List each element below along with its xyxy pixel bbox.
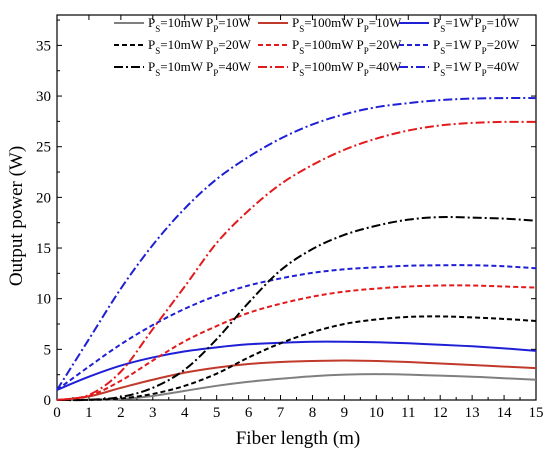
series-line-3	[56, 340, 537, 391]
x-tick-label: 12	[433, 405, 448, 421]
series-line-1	[56, 373, 537, 402]
series-line-7	[56, 216, 537, 402]
x-tick-label: 4	[181, 405, 189, 421]
legend: PS=10mW PP=10W PS=100mW PP=10W PS=1W PP=10…	[114, 15, 520, 78]
x-tick-label: 7	[277, 405, 285, 421]
series-line-6	[56, 264, 537, 391]
x-tick-label: 10	[369, 405, 384, 421]
x-tick-label: 11	[401, 405, 415, 421]
legend-label-9: PS=1W PP=40W	[433, 59, 520, 78]
series-line-2	[56, 359, 537, 401]
legend-label-3: PS=1W PP=10W	[433, 15, 520, 34]
x-tick-label: 8	[309, 405, 317, 421]
x-tick-label: 5	[213, 405, 221, 421]
y-tick-label: 5	[44, 342, 52, 358]
x-tick-label: 0	[53, 405, 61, 421]
series-line-8	[56, 120, 537, 401]
legend-label-1: PS=10mW PP=10W	[148, 15, 252, 34]
legend-label-5: PS=100mW PP=20W	[292, 37, 402, 56]
y-tick-label: 0	[44, 393, 52, 409]
series-line-9	[56, 97, 537, 391]
x-axis-title: Fiber length (m)	[236, 428, 361, 449]
x-tick-label: 14	[497, 405, 513, 421]
x-tick-label: 13	[465, 405, 480, 421]
legend-label-6: PS=1W PP=20W	[433, 37, 520, 56]
x-tick-label: 6	[245, 405, 253, 421]
series-line-4	[56, 315, 537, 401]
x-tick-label: 3	[149, 405, 157, 421]
y-tick-label: 25	[36, 140, 51, 156]
x-tick-label: 9	[341, 405, 349, 421]
y-tick-label: 30	[36, 89, 51, 105]
y-tick-label: 10	[36, 292, 51, 308]
y-tick-label: 35	[36, 38, 51, 54]
y-axis-title: Output power (W)	[6, 146, 27, 286]
x-tick-label: 1	[85, 405, 93, 421]
legend-label-4: PS=10mW PP=20W	[148, 37, 252, 56]
legend-label-8: PS=100mW PP=40W	[292, 59, 402, 78]
x-tick-label: 15	[529, 405, 544, 421]
legend-label-2: PS=100mW PP=10W	[292, 15, 402, 34]
x-tick-label: 2	[117, 405, 125, 421]
y-tick-label: 15	[36, 241, 51, 257]
legend-label-7: PS=10mW PP=40W	[148, 59, 252, 78]
y-tick-label: 20	[36, 190, 51, 206]
